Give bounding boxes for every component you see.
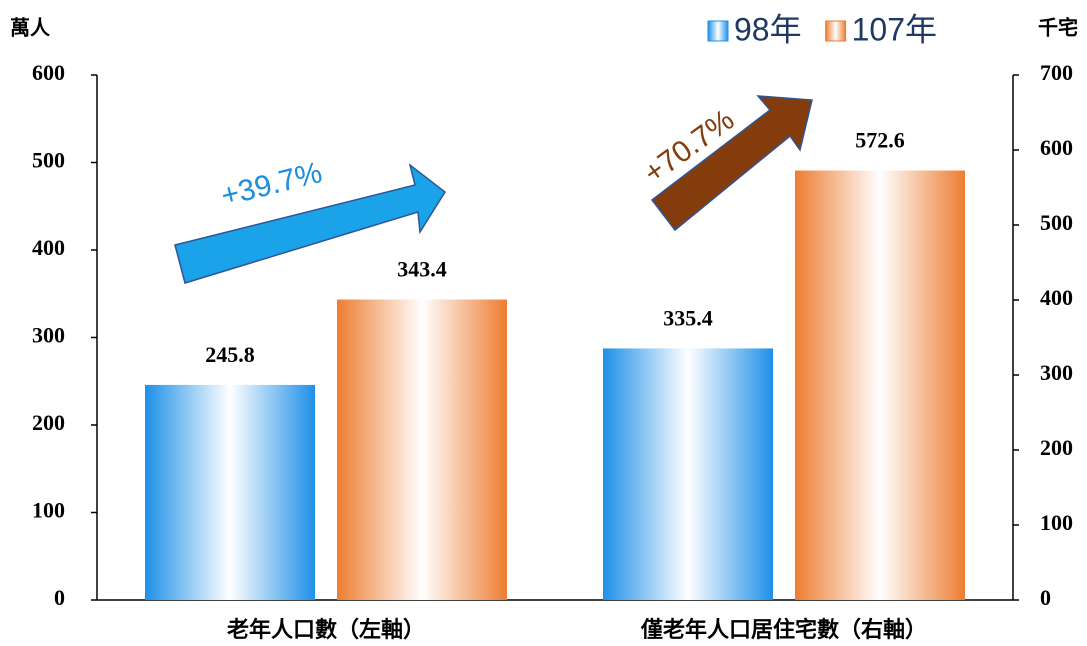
y-tick-label: 0 xyxy=(54,585,65,610)
y2-tick-label: 700 xyxy=(1040,60,1073,85)
annotation: +39.7% xyxy=(218,156,326,213)
y-tick-label: 100 xyxy=(32,498,65,523)
y2-axis-unit: 千宅 xyxy=(1038,16,1078,40)
legend-label: 107年 xyxy=(852,11,937,47)
x-tick-label: 僅老年人口居住宅數（右軸） xyxy=(640,617,927,642)
y-tick-label: 500 xyxy=(32,148,65,173)
bar xyxy=(145,384,315,600)
y-axis-unit: 萬人 xyxy=(10,17,51,40)
growth-arrow xyxy=(650,95,813,232)
bar xyxy=(603,348,773,600)
y2-tick-label: 200 xyxy=(1040,435,1073,460)
value-label: 572.6 xyxy=(855,128,905,153)
legend-label: 98年 xyxy=(734,11,802,47)
y-tick-label: 400 xyxy=(32,235,65,260)
x-tick-label: 老年人口數（左軸） xyxy=(226,617,425,642)
y2-tick-label: 600 xyxy=(1040,135,1073,160)
y2-tick-label: 300 xyxy=(1040,360,1073,385)
value-label: 335.4 xyxy=(663,305,713,330)
y2-tick-label: 500 xyxy=(1040,210,1073,235)
y-tick-label: 300 xyxy=(32,323,65,348)
y2-tick-label: 0 xyxy=(1040,585,1051,610)
y2-tick-label: 100 xyxy=(1040,510,1073,535)
bar xyxy=(795,170,965,601)
y-tick-label: 200 xyxy=(32,410,65,435)
value-label: 245.8 xyxy=(205,342,255,367)
y2-tick-label: 400 xyxy=(1040,285,1073,310)
growth-arrow xyxy=(174,163,446,284)
value-label: 343.4 xyxy=(397,257,447,282)
bar xyxy=(337,299,507,600)
legend-swatch xyxy=(707,20,729,42)
legend-swatch xyxy=(825,20,847,42)
y-tick-label: 600 xyxy=(32,60,65,85)
